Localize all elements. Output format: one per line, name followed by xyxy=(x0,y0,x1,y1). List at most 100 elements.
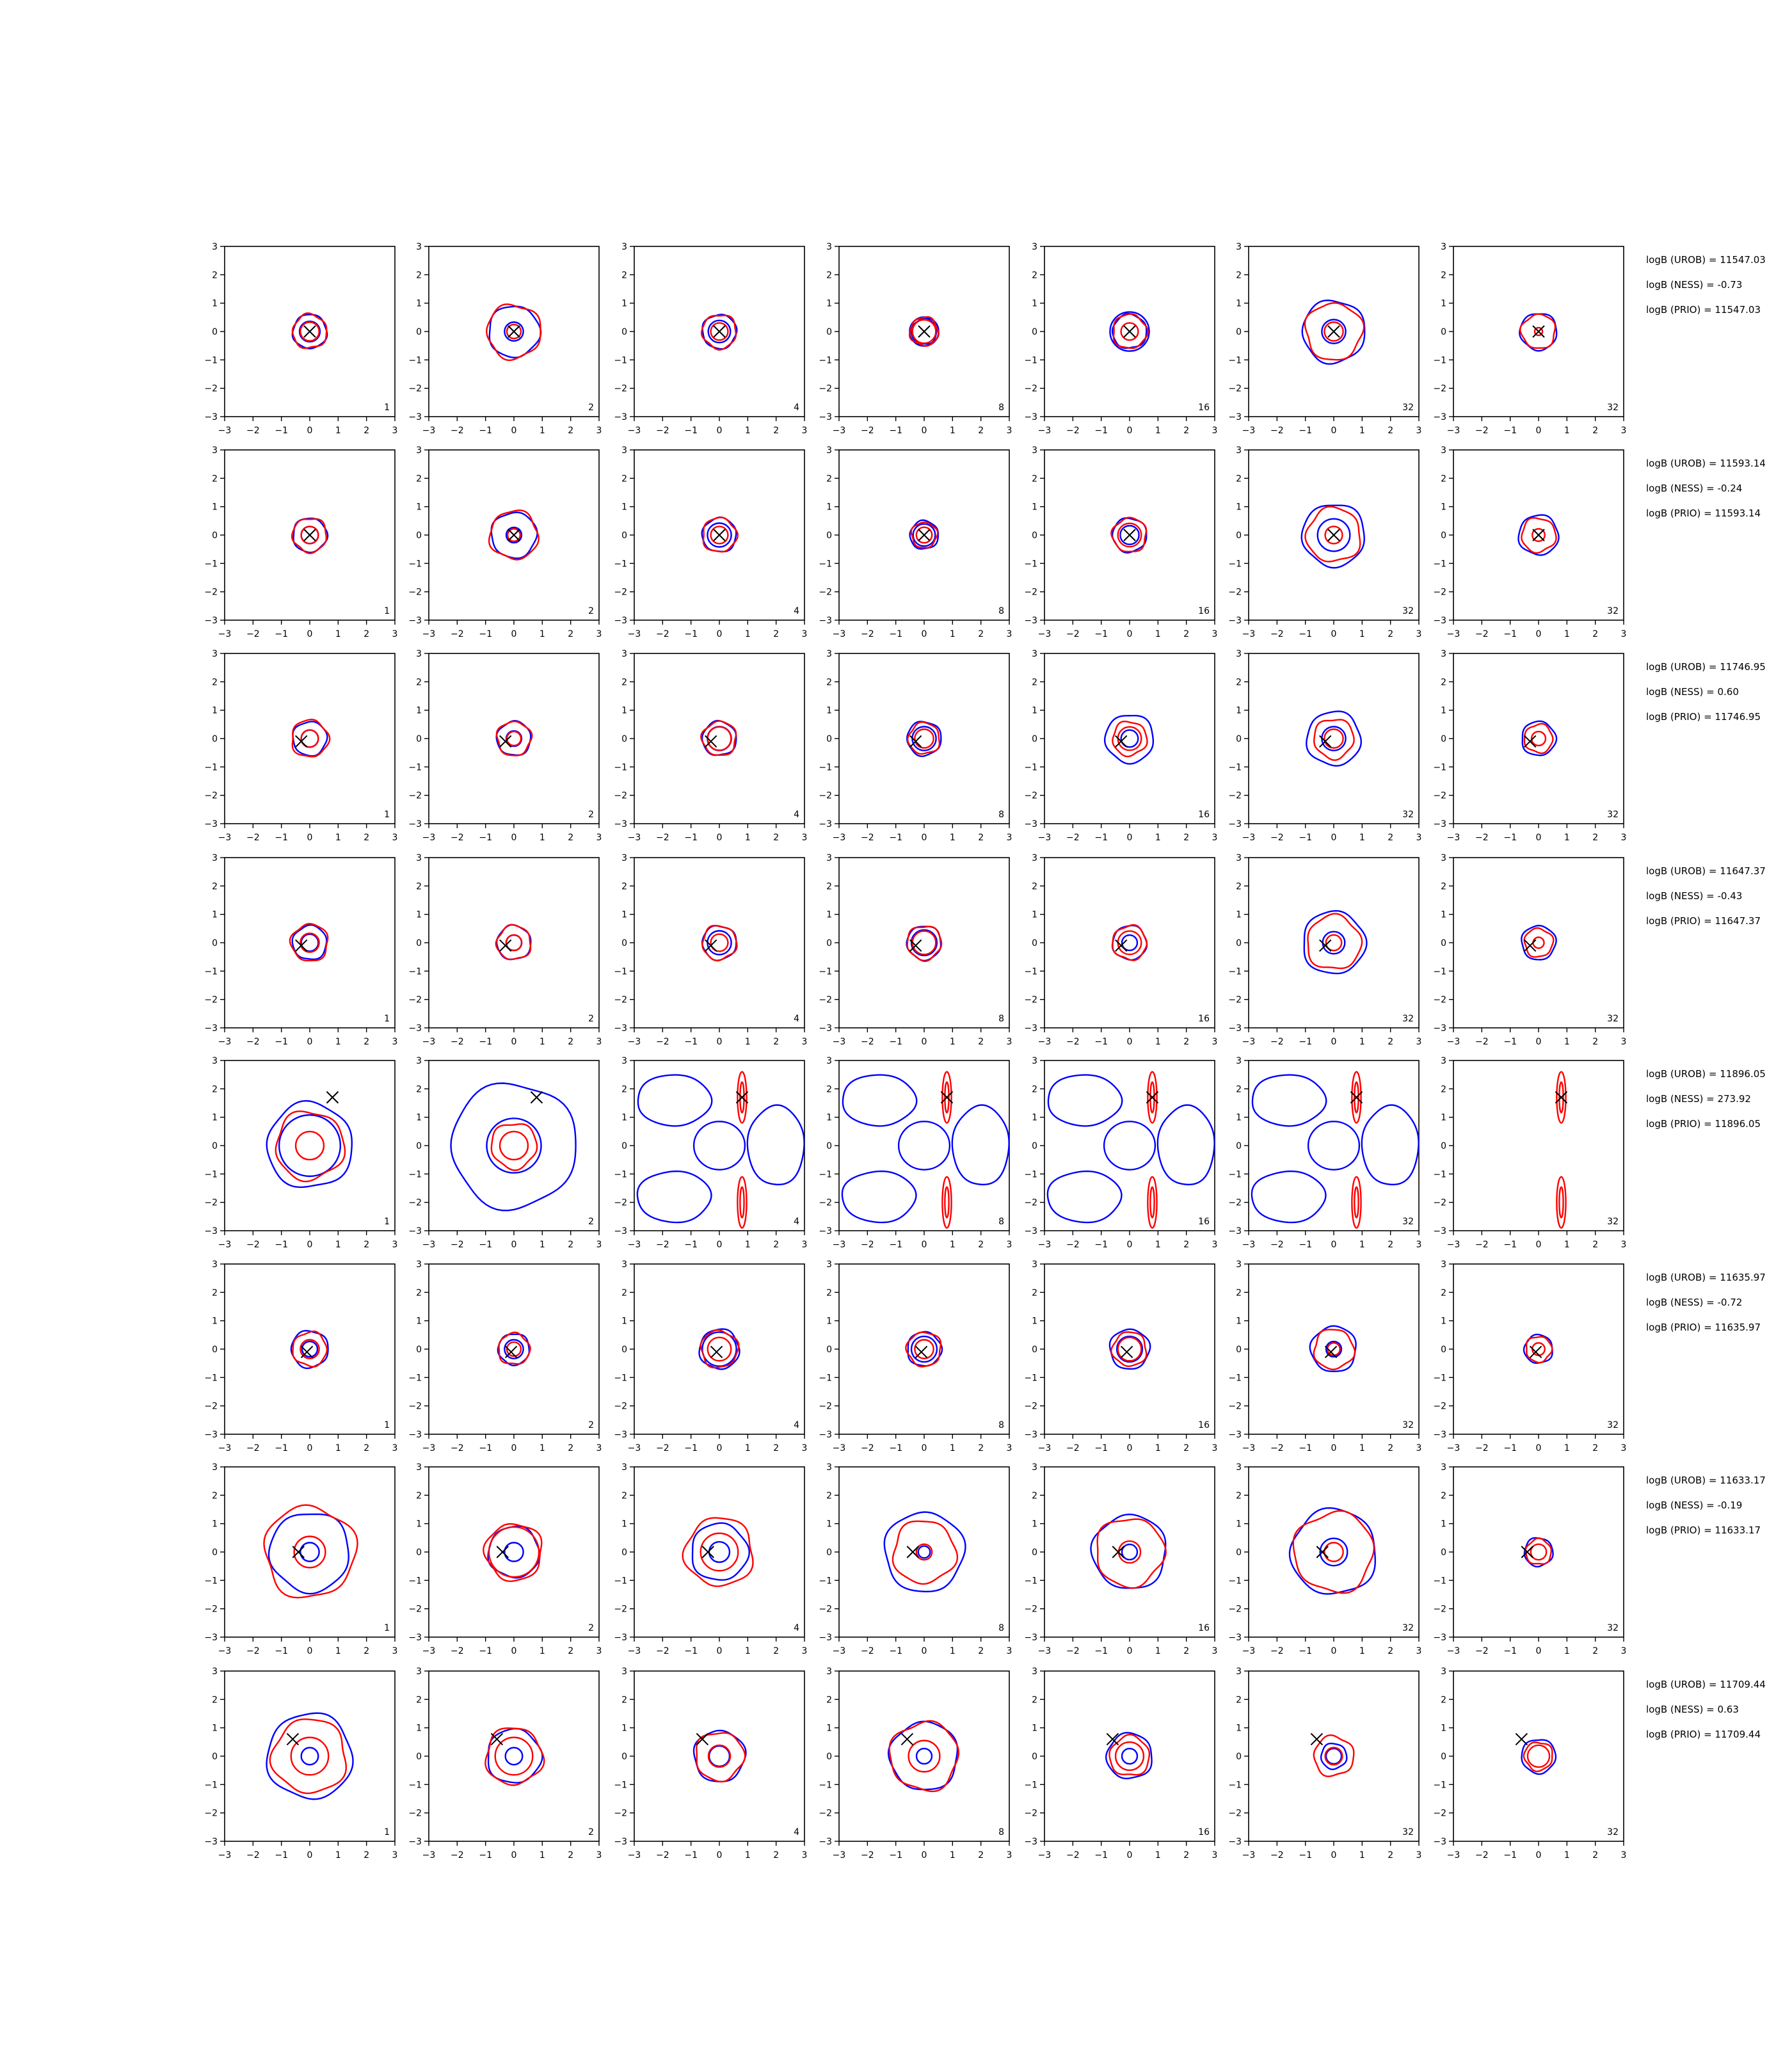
contour-group xyxy=(909,519,940,550)
y-tick-label: 2 xyxy=(1236,677,1242,687)
y-tick-label: 1 xyxy=(621,1113,627,1123)
y-tick-label: 1 xyxy=(416,1724,422,1734)
blue-contour xyxy=(707,319,732,344)
red-contour xyxy=(905,1331,942,1368)
y-tick-label: −1 xyxy=(1433,355,1446,365)
x-tick-label: 0 xyxy=(307,629,313,639)
x-tick-label: 1 xyxy=(540,833,545,843)
y-tick-label: −2 xyxy=(614,1809,627,1819)
row-stat-text: logB (PRIO) = 11709.44 xyxy=(1646,1729,1761,1740)
y-tick-label: 1 xyxy=(416,1113,422,1123)
blue-contour xyxy=(1288,1507,1376,1595)
subplot-r1-c2: −3−3 −2 −2 −1 −1 0 0 1 1 2 2 3 3 2 xyxy=(408,242,602,436)
red-contour xyxy=(707,1336,732,1362)
x-tick-label: −2 xyxy=(451,1240,464,1250)
x-tick-label: 1 xyxy=(745,1850,751,1860)
x-tick-label: 1 xyxy=(1155,1646,1161,1656)
x-tick-label: −1 xyxy=(1503,1443,1517,1453)
x-tick-label: 2 xyxy=(1183,1240,1189,1250)
panel-count-label: 1 xyxy=(384,1014,390,1024)
contour-group xyxy=(1521,1739,1557,1775)
y-tick-label: −1 xyxy=(1433,1576,1446,1586)
x-tick-label: 0 xyxy=(1331,1850,1337,1860)
x-tick-label: 0 xyxy=(307,1037,313,1047)
x-tick-label: 2 xyxy=(1388,1037,1393,1047)
y-tick-label: 3 xyxy=(1441,1667,1446,1677)
row-stat-text: logB (UROB) = 11547.03 xyxy=(1646,254,1766,266)
blue-contour xyxy=(1325,1340,1343,1358)
panel-count-label: 32 xyxy=(1607,1217,1619,1227)
y-tick-label: −1 xyxy=(1024,355,1037,365)
blue-contour xyxy=(887,1720,959,1791)
x-tick-label: −1 xyxy=(684,1646,698,1656)
row-stat-text: logB (NESS) = -0.73 xyxy=(1646,279,1742,291)
x-tick-label: 2 xyxy=(1183,1646,1189,1656)
red-contour xyxy=(1556,1071,1567,1124)
axes-frame xyxy=(428,653,600,824)
subplot-r3-c7: −3−3 −2 −2 −1 −1 0 0 1 1 2 2 3 3 32 xyxy=(1433,649,1626,843)
truth-marker xyxy=(909,939,922,952)
x-tick-label: −1 xyxy=(684,1037,698,1047)
red-contour xyxy=(1351,1176,1362,1229)
x-tick-label: −3 xyxy=(218,1850,232,1860)
x-tick-label: 3 xyxy=(1007,629,1012,639)
y-tick-label: −3 xyxy=(819,1837,832,1847)
panel-count-label: 32 xyxy=(1607,1420,1619,1430)
y-tick-label: 2 xyxy=(826,1695,832,1705)
panel-count-label: 32 xyxy=(1607,1014,1619,1024)
y-tick-label: 3 xyxy=(212,1462,218,1473)
red-contour xyxy=(908,1740,941,1773)
y-tick-label: 2 xyxy=(826,474,832,484)
truth-marker xyxy=(499,735,512,748)
x-tick-label: −2 xyxy=(246,1646,260,1656)
x-tick-label: 2 xyxy=(568,1240,573,1250)
y-tick-label: 3 xyxy=(1236,445,1242,456)
row-stat-text: logB (NESS) = -0.43 xyxy=(1646,890,1742,902)
axes-frame xyxy=(224,653,396,824)
red-contour xyxy=(300,729,319,748)
x-tick-label: 0 xyxy=(307,1646,313,1656)
y-tick-label: 1 xyxy=(1441,910,1446,920)
blue-contour xyxy=(1090,1513,1167,1589)
x-tick-label: 3 xyxy=(596,833,602,843)
contour-group xyxy=(497,1331,531,1366)
panel-row-4: −3−3−2−2−1−1001122331−3−3−2−2−1−10011223… xyxy=(204,853,1765,1047)
panel-count-label: 32 xyxy=(1607,1623,1619,1633)
x-tick-label: −2 xyxy=(246,426,260,436)
x-tick-label: 0 xyxy=(1127,629,1133,639)
x-tick-label: 2 xyxy=(773,1443,779,1453)
y-tick-label: 1 xyxy=(1236,1113,1242,1123)
subplot-r2-c3: −3−3 −2 −2 −1 −1 0 0 1 1 2 2 3 3 4 xyxy=(614,445,807,639)
x-tick-label: 0 xyxy=(717,629,723,639)
x-tick-label: −2 xyxy=(1270,833,1284,843)
x-tick-label: 2 xyxy=(773,426,779,436)
x-tick-label: 1 xyxy=(1564,1240,1570,1250)
y-tick-label: 3 xyxy=(416,1462,422,1473)
x-tick-label: 3 xyxy=(1621,1240,1627,1250)
y-tick-label: 2 xyxy=(621,677,627,687)
y-tick-label: −2 xyxy=(408,1809,422,1819)
x-tick-label: 1 xyxy=(1155,426,1161,436)
y-tick-label: 1 xyxy=(1032,706,1037,716)
axes-frame xyxy=(838,857,1010,1028)
y-tick-label: 0 xyxy=(1236,1548,1242,1558)
blue-contour xyxy=(1309,1325,1357,1372)
y-tick-label: −2 xyxy=(1024,1198,1037,1208)
contour-group xyxy=(1303,909,1368,975)
contour-group xyxy=(486,303,542,362)
axes-frame xyxy=(1044,857,1215,1028)
panel-count-label: 4 xyxy=(794,810,799,820)
y-tick-label: −3 xyxy=(1024,412,1037,422)
y-tick-label: 1 xyxy=(1441,299,1446,309)
truth-marker xyxy=(1120,1345,1133,1359)
x-tick-label: 0 xyxy=(1536,426,1542,436)
red-contour xyxy=(498,1331,531,1365)
x-tick-label: −1 xyxy=(479,833,492,843)
red-contour xyxy=(941,1071,952,1124)
truth-marker xyxy=(303,529,316,541)
y-tick-label: 0 xyxy=(212,1141,218,1151)
truth-marker xyxy=(713,325,726,338)
y-tick-label: 0 xyxy=(621,1548,627,1558)
x-tick-label: 3 xyxy=(1212,1443,1218,1453)
x-tick-label: −1 xyxy=(275,1646,288,1656)
